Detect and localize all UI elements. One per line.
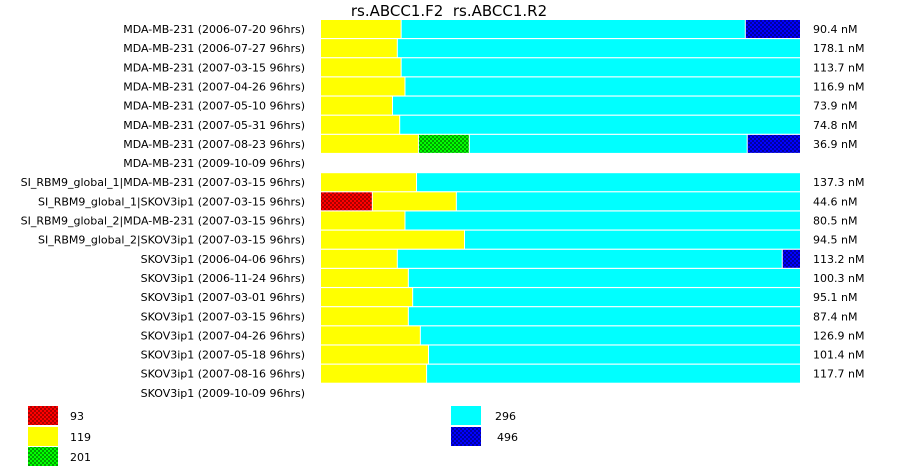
bar-segment-296 <box>400 115 800 134</box>
legend: 93 119 201 296 496 <box>28 406 518 466</box>
bar-segment-119 <box>321 345 428 364</box>
row-label: MDA-MB-231 (2007-05-10 96hrs) <box>123 100 305 113</box>
bar-segment-119 <box>321 39 397 58</box>
bar-segment-296 <box>420 326 800 345</box>
bar-segment-119 <box>372 192 456 211</box>
row-label: MDA-MB-231 (2007-08-23 96hrs) <box>123 138 305 151</box>
bar-segment-119 <box>321 96 392 115</box>
bar-segment-119 <box>321 307 408 326</box>
row-label: SKOV3ip1 (2006-11-24 96hrs) <box>141 272 305 285</box>
legend-swatch-201 <box>28 447 58 466</box>
row-value: 95.1 nM <box>813 291 857 304</box>
row-label: SKOV3ip1 (2009-10-09 96hrs) <box>141 387 305 400</box>
row-value: 87.4 nM <box>813 310 857 323</box>
row-value: 117.7 nM <box>813 368 864 381</box>
legend-label: 496 <box>497 431 518 444</box>
bar-rows: MDA-MB-231 (2006-07-20 96hrs) 90.4 nM MDA-… <box>21 20 864 400</box>
bar-segment-296 <box>401 20 745 38</box>
bar-segment-119 <box>321 288 413 307</box>
bar-segment-296 <box>405 211 800 230</box>
row-value: 113.2 nM <box>813 253 864 266</box>
bar-segment-296 <box>456 192 800 211</box>
bar-segment-496 <box>782 249 800 268</box>
bar-segment-93 <box>321 192 372 211</box>
legend-label: 296 <box>495 410 516 423</box>
bar-segment-296 <box>405 77 800 96</box>
row-value: 44.6 nM <box>813 195 857 208</box>
bar-segment-296 <box>427 364 800 383</box>
legend-label: 119 <box>70 431 91 444</box>
bar-segment-119 <box>321 211 405 230</box>
row-label: SI_RBM9_global_1|SKOV3ip1 (2007-03-15 96… <box>38 195 305 208</box>
row-label: MDA-MB-231 (2007-03-15 96hrs) <box>123 61 305 74</box>
row-value: 36.9 nM <box>813 138 857 151</box>
row-label: SKOV3ip1 (2007-03-01 96hrs) <box>141 291 305 304</box>
row-value: 126.9 nM <box>813 329 864 342</box>
row-label: SI_RBM9_global_2|MDA-MB-231 (2007-03-15 … <box>21 215 305 228</box>
row-label: SI_RBM9_global_1|MDA-MB-231 (2007-03-15 … <box>21 176 305 189</box>
bar-segment-119 <box>321 77 405 96</box>
bar-segment-119 <box>321 249 397 268</box>
row-value: 73.9 nM <box>813 100 857 113</box>
row-value: 113.7 nM <box>813 61 864 74</box>
bar-segment-119 <box>321 230 464 249</box>
row-label: MDA-MB-231 (2007-05-31 96hrs) <box>123 119 305 132</box>
bar-segment-119 <box>321 268 408 287</box>
row-label: SKOV3ip1 (2007-03-15 96hrs) <box>141 310 305 323</box>
row-label: SKOV3ip1 (2007-04-26 96hrs) <box>141 329 305 342</box>
row-label: SKOV3ip1 (2007-05-18 96hrs) <box>141 349 305 362</box>
row-value: 137.3 nM <box>813 176 864 189</box>
legend-swatch-93 <box>28 406 58 425</box>
row-value: 74.8 nM <box>813 119 857 132</box>
row-value: 80.5 nM <box>813 215 857 228</box>
row-value: 94.5 nM <box>813 234 857 247</box>
bar-segment-496 <box>745 20 800 38</box>
bar-segment-296 <box>401 58 800 77</box>
bar-segment-296 <box>397 249 782 268</box>
bar-segment-296 <box>469 134 747 153</box>
row-label: MDA-MB-231 (2006-07-27 96hrs) <box>123 42 305 55</box>
bar-segment-119 <box>321 326 420 345</box>
bar-segment-296 <box>417 173 800 192</box>
bar-segment-119 <box>321 20 401 38</box>
row-value: 100.3 nM <box>813 272 864 285</box>
bar-segment-119 <box>321 58 401 77</box>
bar-segment-296 <box>393 96 800 115</box>
bar-segment-296 <box>397 39 800 58</box>
bar-segment-119 <box>321 134 418 153</box>
bar-segment-201 <box>418 134 469 153</box>
bar-segment-296 <box>413 288 800 307</box>
legend-label: 93 <box>70 410 84 423</box>
bar-segment-119 <box>321 115 400 134</box>
row-label: MDA-MB-231 (2007-04-26 96hrs) <box>123 80 305 93</box>
bar-segment-119 <box>321 173 416 192</box>
row-value: 90.4 nM <box>813 23 857 36</box>
bar-segment-496 <box>747 134 800 153</box>
bar-segment-296 <box>429 345 800 364</box>
row-label: SKOV3ip1 (2007-08-16 96hrs) <box>141 368 305 381</box>
bar-segment-296 <box>408 307 800 326</box>
bar-segment-119 <box>321 364 427 383</box>
bar-segment-296 <box>465 230 800 249</box>
row-value: 116.9 nM <box>813 80 864 93</box>
legend-label: 201 <box>70 451 91 464</box>
legend-swatch-119 <box>28 427 58 446</box>
bar-segment-296 <box>408 268 800 287</box>
row-label: SKOV3ip1 (2006-04-06 96hrs) <box>141 253 305 266</box>
legend-swatch-296 <box>451 406 481 425</box>
row-label: SI_RBM9_global_2|SKOV3ip1 (2007-03-15 96… <box>38 234 305 247</box>
row-value: 101.4 nM <box>813 349 864 362</box>
chart-title: rs.ABCC1.F2 rs.ABCC1.R2 <box>351 2 547 20</box>
row-label: MDA-MB-231 (2009-10-09 96hrs) <box>123 157 305 170</box>
row-value: 178.1 nM <box>813 42 864 55</box>
row-label: MDA-MB-231 (2006-07-20 96hrs) <box>123 23 305 36</box>
legend-swatch-496 <box>451 427 481 446</box>
